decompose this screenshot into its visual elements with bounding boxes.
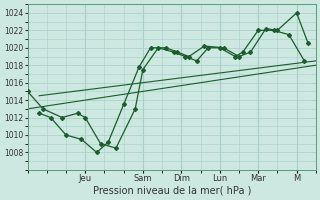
- X-axis label: Pression niveau de la mer( hPa ): Pression niveau de la mer( hPa ): [92, 186, 251, 196]
